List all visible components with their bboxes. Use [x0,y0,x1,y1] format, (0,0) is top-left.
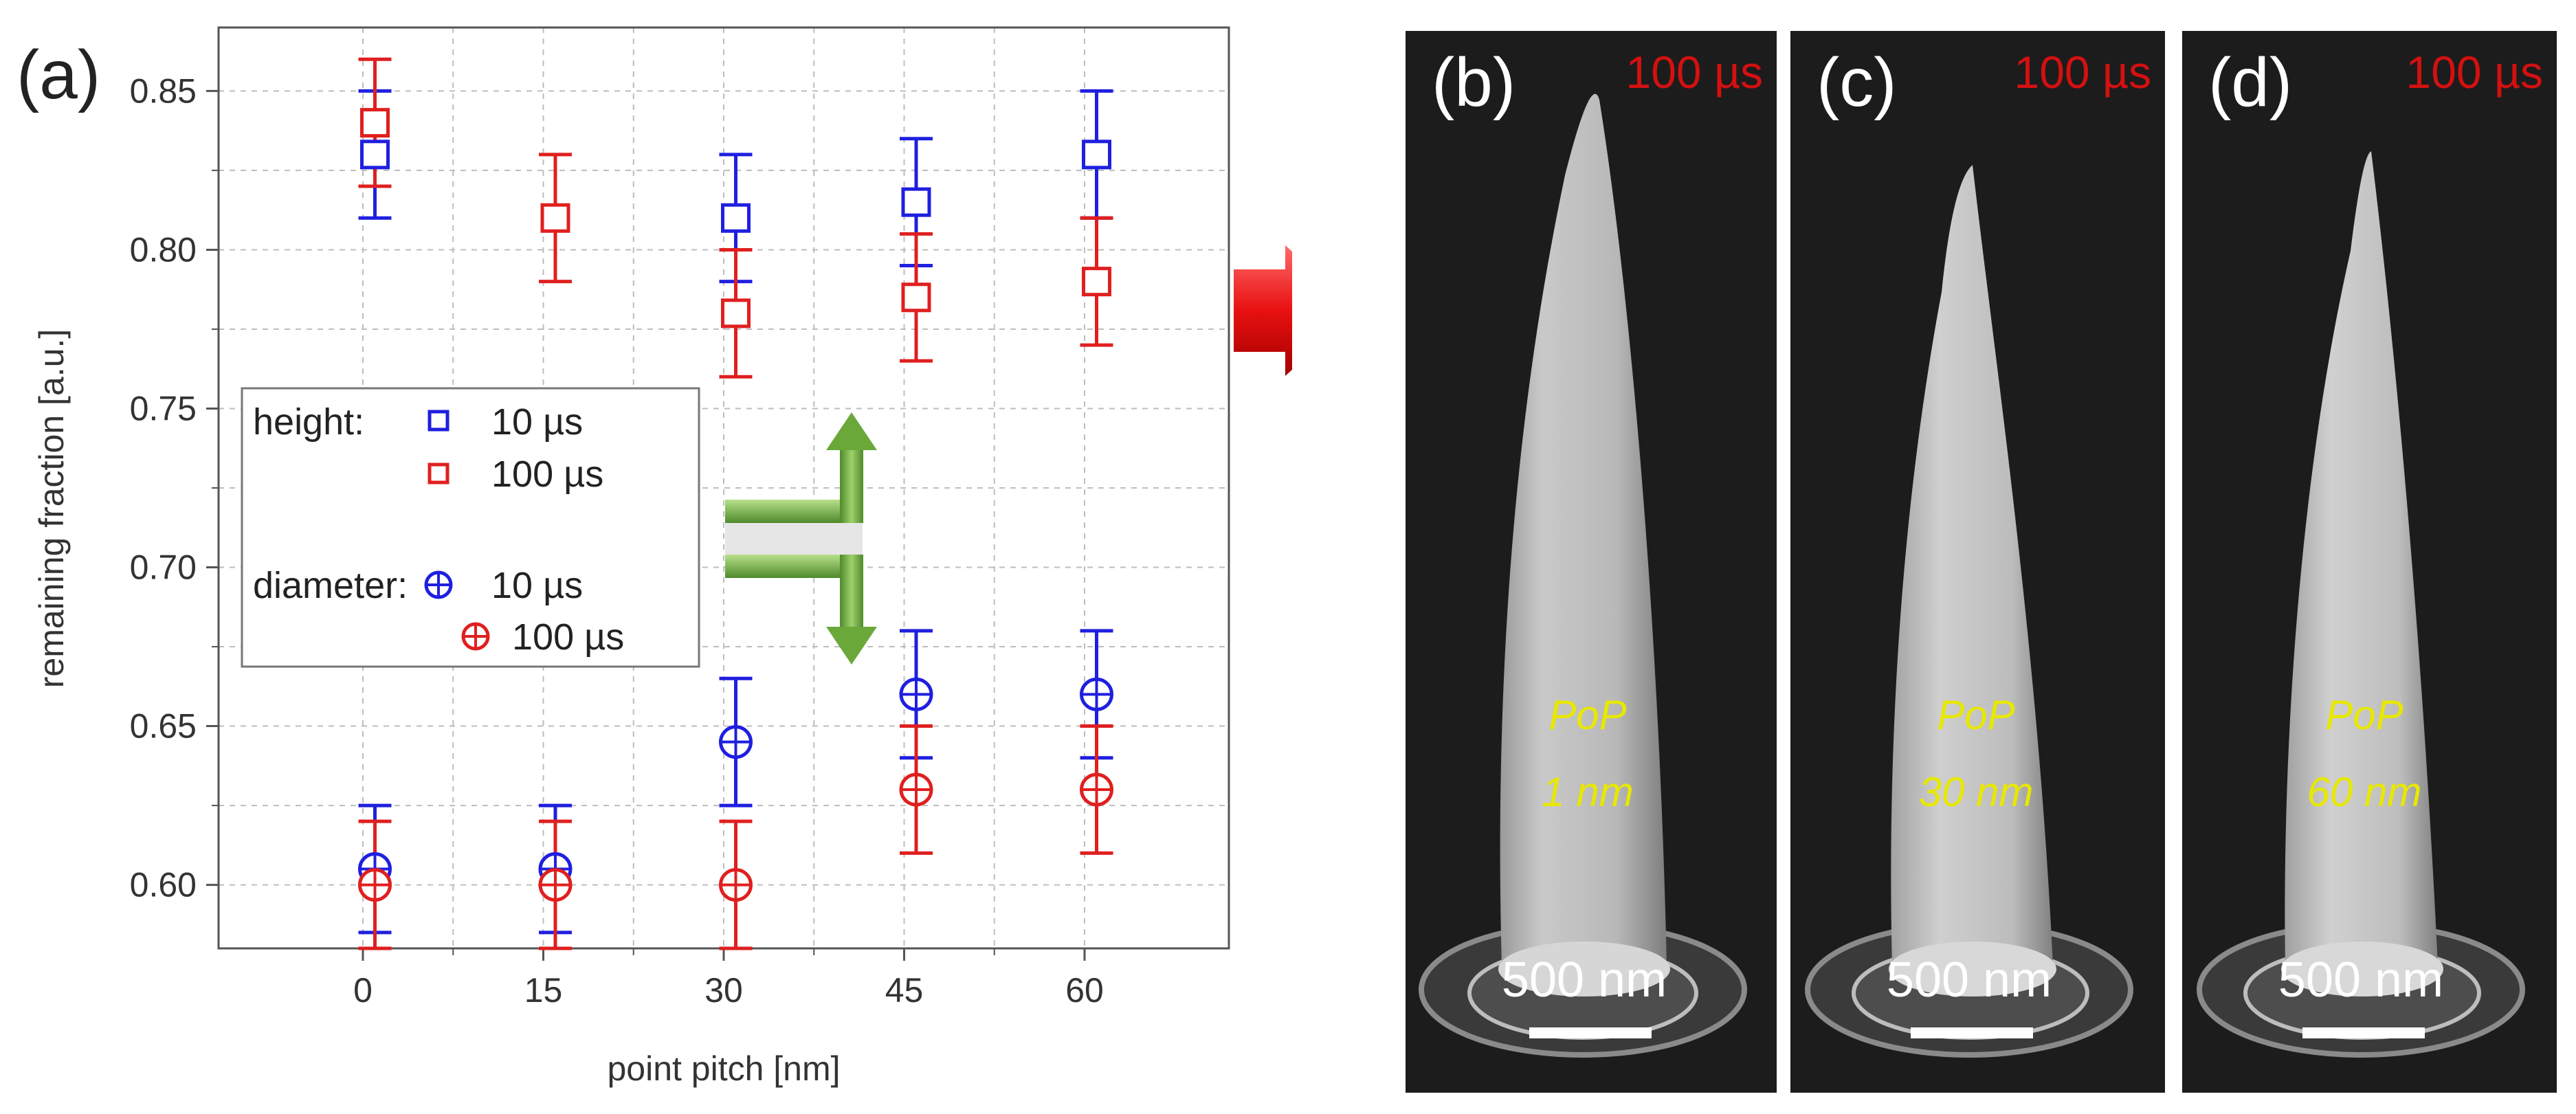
data-markers [358,108,1113,902]
data-point-circle-cross [538,868,573,902]
legend-marker-height-100 [428,463,449,484]
x-tick-label: 15 [524,971,563,1010]
data-point-circle-cross [719,868,753,902]
legend-entry-diameter-10: 10 µs [491,565,583,606]
panel-a-label: (a) [16,36,101,113]
data-point-square [1082,267,1111,297]
panel-d-dwell-time: 100 µs [2406,47,2543,98]
nanopillar-image-c [1805,165,2133,1058]
legend-entry-height-10: 10 µs [491,401,583,443]
x-axis-label: point pitch [nm] [607,1049,840,1088]
panel-d-scale-text: 500 nm [2278,953,2444,1007]
y-axis-label: remaining fraction [a.u.] [32,329,71,689]
x-tick-label: 0 [353,971,373,1010]
panel-c-scale-bar [1911,1027,2033,1038]
legend: height: diameter: 10 µs 100 µs 10 µs 100… [241,387,700,668]
panel-c-pop-title: PoP [1937,692,2015,738]
data-point-square [540,203,570,233]
x-tick-label: 30 [704,971,743,1010]
sem-panel-b: (b) 100 µs PoP 1 nm 500 nm [1406,31,1777,1093]
legend-height-label: height: [253,401,364,443]
axis-ticks: 0 15 30 45 60 0.60 0.65 0.70 0.75 0.80 0.85 [130,71,1104,1010]
panel-d-pop-value: 60 nm [2307,769,2422,815]
panel-d-pop-label: PoP 60 nm [2282,677,2447,831]
legend-entry-diameter-100: 100 µs [512,616,624,658]
panel-d-label: (d) [2208,44,2293,121]
nanopillar-image-d [2197,151,2525,1058]
y-tick-label: 0.85 [130,71,197,110]
panel-c-pop-value: 30 nm [1918,769,2034,815]
data-point-square [360,108,390,138]
legend-box [241,387,700,668]
panel-c-dwell-time: 100 µs [2014,47,2151,98]
x-tick-label: 60 [1065,971,1104,1010]
y-tick-label: 0.60 [130,866,197,904]
nanopillar-image-b [1419,93,1747,1058]
legend-marker-diameter-100 [461,622,490,651]
x-tick-label: 45 [885,971,924,1010]
data-point-circle-cross [719,725,753,759]
panel-b-label: (b) [1432,44,1516,121]
chart-panel-a: 0 15 30 45 60 0.60 0.65 0.70 0.75 0.80 0.85 point … [32,26,1292,1088]
panel-b-pop-label: PoP 1 nm [1509,677,1667,831]
data-point-square [901,282,931,313]
panel-b-pop-value: 1 nm [1542,769,1634,815]
data-point-circle-cross [899,677,933,711]
legend-marker-diameter-10 [424,570,453,599]
y-tick-label: 0.75 [130,389,197,427]
red-arrow-icon [1234,245,1292,376]
y-tick-label: 0.70 [130,548,197,587]
panel-c-label: (c) [1817,44,1897,121]
sem-panel-d: (d) 100 µs PoP 60 nm 500 nm [2182,31,2557,1093]
panel-b-scale-bar [1529,1027,1652,1038]
panel-b-pop-title: PoP [1548,692,1627,738]
panel-b-scale-text: 500 nm [1501,953,1667,1007]
sem-panel-c: (c) 100 µs PoP 30 nm 500 nm [1790,31,2165,1093]
panel-c-pop-label: PoP 30 nm [1894,677,2058,831]
data-point-square [1082,140,1111,170]
panel-d-pop-title: PoP [2325,692,2403,738]
data-point-square [721,203,751,233]
data-point-square [360,140,390,170]
data-point-circle-cross [1080,677,1113,711]
panel-d-scale-bar [2302,1027,2425,1038]
legend-entry-height-100: 100 µs [491,454,603,495]
data-point-square [901,187,931,217]
green-bracket-arrows [725,412,877,665]
legend-marker-height-10 [428,410,449,432]
y-tick-label: 0.80 [130,230,197,269]
data-point-circle-cross [358,868,392,902]
y-tick-label: 0.65 [130,707,197,746]
panel-b-dwell-time: 100 µs [1625,47,1763,98]
panel-c-scale-text: 500 nm [1886,953,2052,1007]
data-point-circle-cross [899,772,933,807]
data-point-square [721,298,751,328]
legend-diameter-label: diameter: [253,565,408,606]
data-point-circle-cross [1080,772,1113,807]
